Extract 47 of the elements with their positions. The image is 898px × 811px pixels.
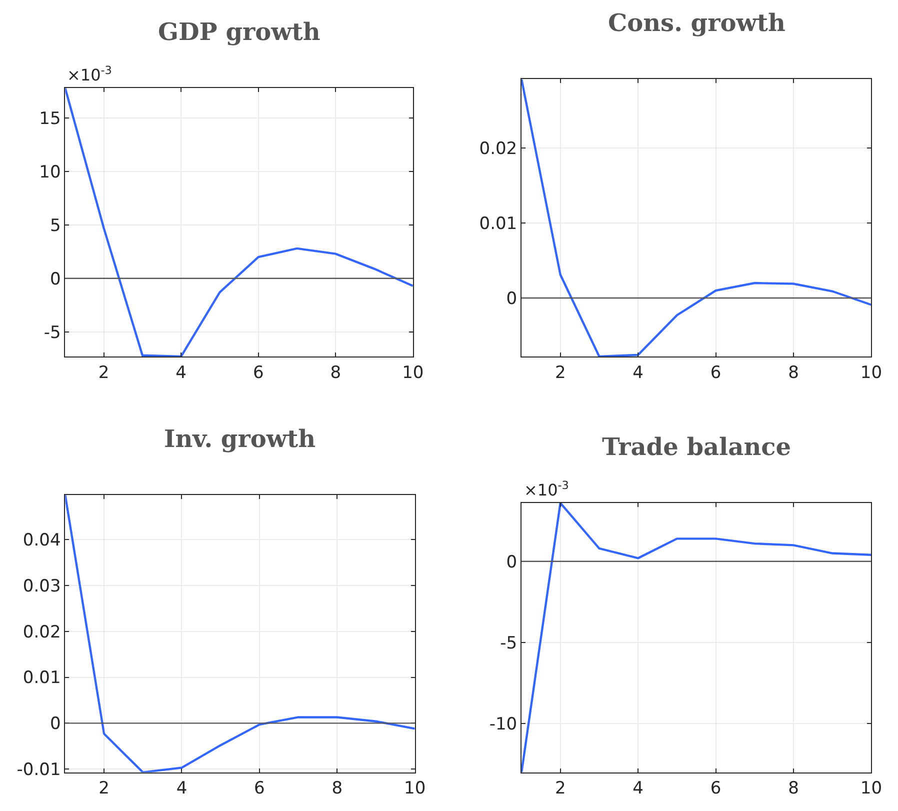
x-tick-label: 8 <box>330 362 342 383</box>
x-tick-label: 6 <box>710 362 722 383</box>
x-tick-label: 4 <box>176 778 188 799</box>
y-tick-label: 10 <box>39 162 61 182</box>
line-series <box>65 495 415 772</box>
line-series <box>522 79 872 356</box>
y-tick-label: 0.04 <box>22 530 61 551</box>
x-tick-label: 8 <box>788 362 799 383</box>
y-tick-label: 0 <box>506 288 518 309</box>
y-tick-label: 0.03 <box>22 576 61 596</box>
chart-title: Trade balance <box>602 432 792 461</box>
y-tick-label: 0.01 <box>479 214 518 234</box>
y-tick-label: 0 <box>506 552 518 572</box>
y-tick-label: 0.02 <box>22 622 61 642</box>
y-tick-label: -0.01 <box>16 760 61 780</box>
x-tick-label: 10 <box>860 778 882 799</box>
x-tick-label: 2 <box>554 362 566 383</box>
x-tick-label: 10 <box>860 362 882 383</box>
x-tick-label: 2 <box>554 778 566 799</box>
x-tick-label: 6 <box>252 362 264 383</box>
x-tick-label: 4 <box>632 778 644 799</box>
y-tick-label: 5 <box>50 216 61 236</box>
y-tick-label: -5 <box>500 633 518 654</box>
line-series <box>65 88 413 356</box>
chart-title: GDP growth <box>158 17 320 46</box>
line-series <box>522 502 872 772</box>
x-tick-label: 10 <box>404 778 426 799</box>
x-tick-label: 2 <box>98 778 110 799</box>
y-tick-label: -10 <box>489 714 518 735</box>
y-tick-label: 0.02 <box>479 139 518 160</box>
chart-title: Cons. growth <box>608 8 786 37</box>
text: ×10$^{-3}$ <box>524 479 569 500</box>
x-tick-label: 8 <box>788 778 799 799</box>
y-tick-label: 0 <box>50 269 61 290</box>
x-tick-label: 8 <box>332 778 343 799</box>
x-tick-label: 6 <box>254 778 265 799</box>
chart-title: Inv. growth <box>164 424 316 453</box>
x-tick-label: 4 <box>176 362 187 383</box>
y-tick-label: -5 <box>44 322 61 343</box>
x-tick-label: 4 <box>632 362 644 383</box>
x-tick-label: 10 <box>402 362 424 383</box>
text: ×10$^{-3}$ <box>67 64 112 85</box>
y-tick-label: 15 <box>39 109 61 129</box>
y-tick-label: 0.01 <box>22 668 61 688</box>
x-tick-label: 6 <box>710 778 722 799</box>
y-tick-label: 0 <box>50 714 61 734</box>
x-tick-label: 2 <box>98 362 110 383</box>
